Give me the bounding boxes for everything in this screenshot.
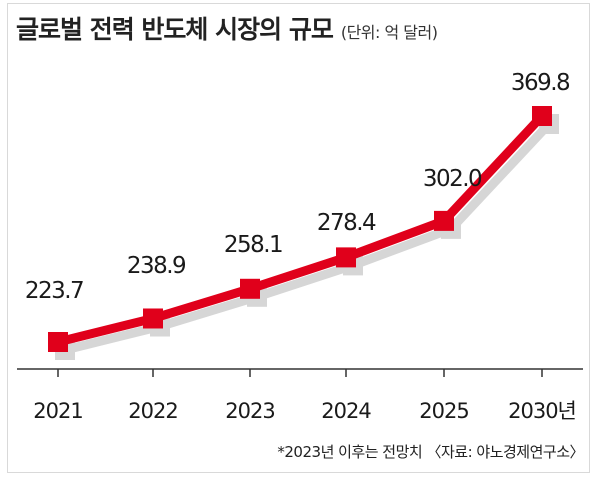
data-point-2021 [48,332,68,352]
x-tick-label-2024: 2024 [321,399,371,423]
data-point-2022 [143,308,163,329]
data-label-2024: 278.4 [317,210,376,236]
chart-frame [7,3,590,473]
series-line [53,111,547,347]
data-label-2022: 238.9 [127,253,186,279]
x-tick-label-2030년: 2030년 [508,399,576,423]
title-row: 글로벌 전력 반도체 시장의 규모 (단위: 억 달러) [16,10,586,46]
label-layer: 223.7 238.9 258.1 278.4 302.0 369.8 [25,70,572,304]
x-tick-label-2023: 2023 [225,399,274,423]
data-point-2024 [336,247,356,268]
data-point-2025 [434,210,454,231]
series-layer [48,106,552,352]
unit-label: (단위: 억 달러) [340,23,438,42]
x-tick-label-2022: 2022 [128,399,177,423]
data-point-2023 [240,278,260,299]
chart-title: 글로벌 전력 반도체 시장의 규모 [16,15,334,44]
x-tick-label-2021: 2021 [33,399,82,423]
footnote: *2023년 이후는 전망치 〈자료: 야노경제연구소〉 [277,443,584,461]
x-tick-label-2025: 2025 [419,399,468,423]
data-label-2030년: 369.8 [511,70,570,96]
data-label-2021: 223.7 [25,278,83,304]
data-point-2030년 [532,106,552,126]
x-tick-layer: 2021 2022 2023 2024 2025 2030년 [33,369,577,423]
series-line-shadow [60,119,554,355]
data-label-2025: 302.0 [423,166,482,192]
data-label-2023: 258.1 [224,232,282,258]
